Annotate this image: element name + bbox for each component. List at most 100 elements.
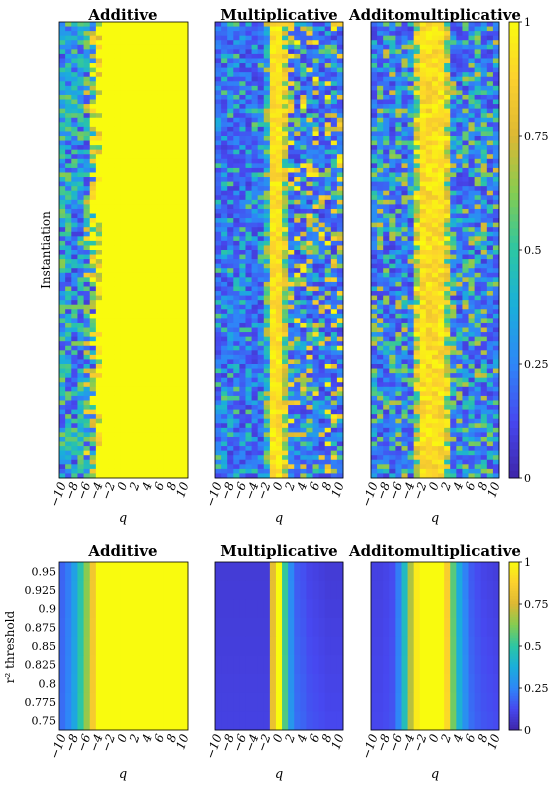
y-axis-label-r2-threshold: r² threshold [3,610,17,683]
heatmap-cell [288,149,295,155]
heatmap-cell [132,368,140,374]
heatmap-cell [324,167,332,173]
heatmap-cell [324,227,332,233]
heatmap-cell [169,122,177,128]
heatmap-cell [318,108,326,114]
heatmap-cell [324,423,332,429]
heatmap-cell [163,354,170,360]
heatmap-cell [318,446,326,452]
heatmap-cell [145,313,152,319]
heatmap-cell [102,149,109,155]
heatmap-cell [126,53,134,59]
heatmap-cell [215,22,222,27]
heatmap-cell [251,405,259,410]
heatmap-cell [324,405,332,410]
heatmap-cell [163,436,170,442]
heatmap-cell [462,113,469,119]
heatmap-cell [377,190,384,196]
heatmap-cell [65,277,72,283]
heatmap-cell [59,332,66,338]
heatmap-cell [89,145,97,151]
heatmap-cell [114,300,121,306]
heatmap-cell [163,395,170,401]
heatmap-cell [71,254,78,260]
heatmap-cell [102,204,109,210]
heatmap-cell [300,31,307,37]
heatmap-cell [257,236,265,242]
heatmap-cell [59,414,66,420]
heatmap-cell [227,177,234,182]
heatmap-cell [120,99,127,105]
heatmap-cell [151,354,158,360]
heatmap-cell [215,240,222,246]
heatmap-cell [419,186,427,192]
heatmap-cell [407,108,415,114]
heatmap-cell [83,177,91,182]
heatmap-cell [59,377,66,383]
heatmap-cell [65,313,72,319]
heatmap-cell [263,263,271,269]
heatmap-cell [306,85,313,91]
heatmap-cell [330,459,338,465]
heatmap-cell [227,400,234,406]
heatmap-cell [492,40,500,46]
heatmap-cell [77,181,84,187]
heatmap-cell [233,67,240,73]
heatmap-cell [163,31,170,37]
heatmap-cell [175,186,183,192]
heatmap-cell [126,295,134,301]
heatmap-cell [132,418,140,424]
heatmap-cell [336,94,344,100]
heatmap-cell [282,459,289,465]
heatmap-cell [438,99,445,105]
heatmap-cell [65,113,72,119]
heatmap-cell [89,464,97,470]
heatmap-cell [120,364,127,369]
heatmap-cell [324,67,332,73]
heatmap-cell [215,136,222,141]
heatmap-cell [288,240,295,246]
heatmap-cell [275,63,283,68]
heatmap-cell [486,167,494,173]
heatmap-cell [330,31,338,37]
heatmap-cell [324,341,332,347]
heatmap-cell [71,181,78,187]
heatmap-cell [239,35,246,41]
heatmap-cell [138,386,146,392]
heatmap-cell [336,108,344,114]
heatmap-cell [157,450,164,456]
heatmap-cell [306,423,313,429]
heatmap-cell [151,277,158,283]
heatmap-cell [215,459,222,465]
heatmap-cell [65,345,72,351]
heatmap-cell [306,409,313,415]
heatmap-cell [151,332,158,338]
heatmap-cell [102,382,109,388]
heatmap-cell [288,336,295,342]
heatmap-cell [181,395,189,401]
heatmap-cell [132,450,140,456]
heatmap-cell [275,94,283,100]
heatmap-cell [300,117,307,123]
heatmap-cell [77,53,84,59]
heatmap-cell [181,117,189,123]
heatmap-cell [145,377,152,383]
heatmap-cell [145,236,152,242]
heatmap-cell [318,140,326,146]
heatmap-cell [95,140,103,146]
heatmap-cell [138,122,146,128]
heatmap-cell [480,63,488,68]
heatmap-cell [257,455,265,461]
heatmap-cell [312,90,320,96]
heatmap-cell [71,222,78,228]
heatmap-cell [288,350,295,356]
heatmap-cell [450,167,457,173]
heatmap-cell [120,441,127,447]
heatmap-cell [275,163,283,169]
heatmap-cell [233,126,240,132]
heatmap-cell [450,172,457,178]
heatmap-cell [89,259,97,265]
heatmap-cell [95,172,103,178]
heatmap-cell [282,163,289,169]
heatmap-cell [169,309,177,315]
